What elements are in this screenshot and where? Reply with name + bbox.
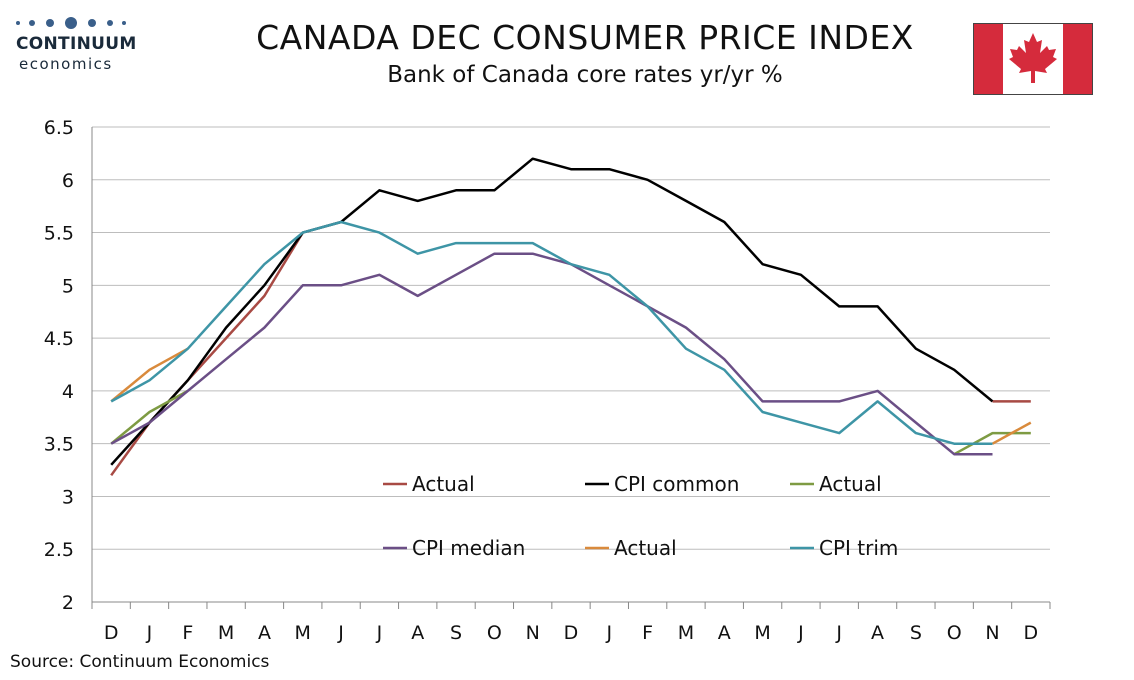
series-line	[110, 389, 1031, 456]
continuum-logo	[16, 17, 126, 29]
logo-dot	[88, 19, 96, 27]
x-tick-label: J	[606, 622, 613, 644]
y-tick-label: 2	[62, 592, 74, 614]
logo-dot	[16, 21, 20, 25]
x-tick-label: N	[985, 622, 999, 644]
x-tick-label: D	[104, 622, 119, 644]
series-line	[110, 220, 993, 445]
series-line	[110, 252, 993, 456]
logo-dot	[122, 21, 126, 25]
logo-dot	[65, 17, 77, 29]
x-tick-label: O	[947, 622, 962, 644]
x-tick-label: S	[450, 622, 462, 644]
series-line	[110, 231, 1031, 477]
x-tick-label: J	[376, 622, 383, 644]
y-tick-label: 3	[62, 486, 74, 508]
x-tick-label: F	[642, 622, 653, 644]
x-tick-label: J	[797, 622, 804, 644]
x-tick-label: D	[564, 622, 579, 644]
logo-dot	[29, 20, 35, 26]
cpi-line-chart: 6.5 6 5.5 5 4.5 4 3.5 3 2.5 2 D J F M A M J J A S O N D J F M A M J J…	[44, 117, 1051, 644]
source-note: Source: Continuum Economics	[10, 652, 270, 672]
legend-label: CPI trim	[819, 536, 898, 560]
x-tick-label: D	[1024, 622, 1039, 644]
y-tick-label: 5	[62, 275, 74, 297]
x-tick-label: M	[295, 622, 311, 644]
logo-dot	[46, 19, 54, 27]
y-tick-label: 5.5	[44, 223, 74, 245]
chart-title: CANADA DEC CONSUMER PRICE INDEX	[256, 18, 914, 57]
canada-flag-icon	[973, 23, 1093, 95]
x-tick-label: N	[526, 622, 540, 644]
legend-label: CPI common	[614, 472, 739, 496]
series-line	[110, 347, 1032, 445]
x-tick-label: O	[487, 622, 502, 644]
x-tick-label: M	[218, 622, 234, 644]
x-tick-label: M	[754, 622, 770, 644]
legend-label: Actual	[614, 536, 677, 560]
y-tick-label: 4.5	[44, 328, 74, 350]
y-tick-label: 4	[62, 381, 74, 403]
x-tick-label: S	[910, 622, 922, 644]
x-tick-label: J	[146, 622, 153, 644]
legend-label: Actual	[412, 472, 475, 496]
logo-wordmark: CONTINUUM	[16, 34, 137, 54]
legend-label: Actual	[819, 472, 882, 496]
series-line	[110, 157, 994, 466]
x-tick-label: A	[718, 622, 731, 644]
x-tick-label: M	[678, 622, 694, 644]
x-tick-label: A	[871, 622, 884, 644]
x-tick-label: J	[835, 622, 842, 644]
logo-tagline: economics	[19, 55, 113, 73]
y-tick-label: 6	[62, 170, 74, 192]
logo-dot	[107, 20, 113, 26]
x-tick-label: A	[411, 622, 424, 644]
x-tick-label: J	[337, 622, 344, 644]
chart-subtitle: Bank of Canada core rates yr/yr %	[387, 62, 783, 88]
x-tick-label: A	[258, 622, 271, 644]
y-tick-label: 2.5	[44, 539, 74, 561]
y-tick-label: 3.5	[44, 434, 74, 456]
x-tick-label: F	[182, 622, 193, 644]
y-tick-label: 6.5	[44, 117, 74, 139]
legend-label: CPI median	[412, 536, 525, 560]
